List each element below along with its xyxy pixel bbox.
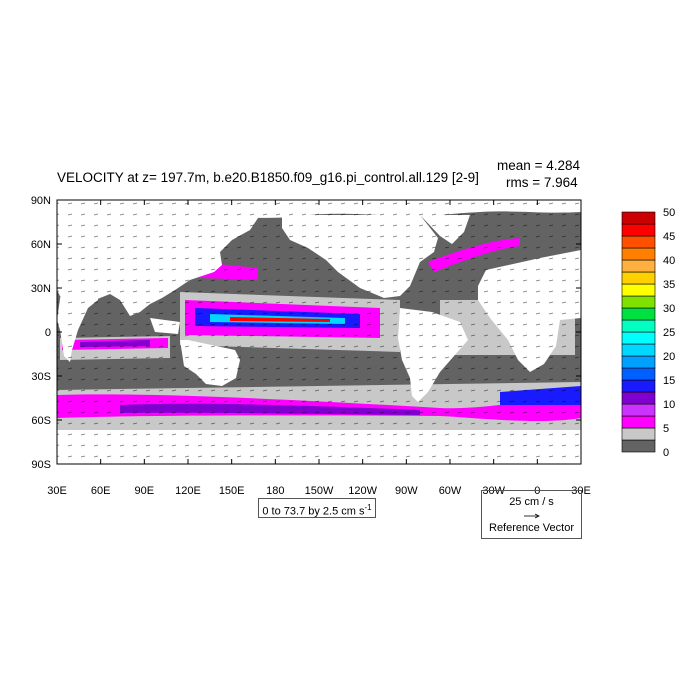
colorbar-label: 40 <box>663 255 675 267</box>
colorbar-label: 45 <box>663 231 675 243</box>
contour-interval-box: 0 to 73.7 by 2.5 cm s-1 <box>258 498 376 518</box>
colorbar-swatch <box>621 403 656 417</box>
colorbar-swatch <box>621 211 656 225</box>
colorbar-label: 30 <box>663 303 675 315</box>
colorbar-swatch <box>621 307 656 321</box>
map-field <box>57 200 581 464</box>
x-tick-label: 60W <box>439 485 462 497</box>
colorbar-label: 35 <box>663 279 675 291</box>
colorbar-swatch <box>621 247 656 261</box>
x-tick-label: 30E <box>47 485 67 497</box>
vector-field <box>57 200 581 464</box>
colorbar: 0 5 10 15 20 25 30 35 40 45 50 <box>621 207 675 459</box>
rms-stat: rms = 7.964 <box>506 175 578 190</box>
reference-vector-speed: 25 cm / s <box>509 496 554 508</box>
x-tick-label: 90W <box>395 485 418 497</box>
x-tick-label: 120E <box>175 485 201 497</box>
colorbar-swatch <box>621 343 656 357</box>
x-tick-label: 90E <box>135 485 155 497</box>
y-tick-label: 90N <box>31 195 51 207</box>
colorbar-swatch <box>621 367 656 381</box>
x-tick-label: 0 <box>534 485 540 497</box>
contour-interval-exponent: -1 <box>364 503 372 512</box>
colorbar-swatch <box>621 415 656 429</box>
colorbar-label: 5 <box>663 423 669 435</box>
colorbar-swatch <box>621 319 656 333</box>
colorbar-swatch <box>621 379 656 393</box>
colorbar-swatch <box>621 235 656 249</box>
x-tick-label: 120W <box>348 485 377 497</box>
x-tick-label: 30W <box>482 485 505 497</box>
x-tick-label: 150W <box>305 485 334 497</box>
colorbar-label: 0 <box>663 447 669 459</box>
axis-ticks: 30E 60E 90E 120E 150E 180 150W 120W 90W 60W 30W 0 30… <box>31 195 591 497</box>
mean-stat: mean = 4.284 <box>497 158 580 173</box>
reference-vector-arrow-icon <box>524 513 540 519</box>
y-tick-label: 30S <box>31 371 51 383</box>
y-tick-label: 30N <box>31 283 51 295</box>
colorbar-swatch <box>621 427 656 441</box>
y-tick-label: 60S <box>31 415 51 427</box>
colorbar-label: 50 <box>663 207 675 219</box>
colorbar-swatch <box>621 355 656 369</box>
colorbar-swatch <box>621 283 656 297</box>
contour-interval-label: 0 to 73.7 by 2.5 cm s <box>262 505 365 518</box>
reference-vector-label: Reference Vector <box>489 522 574 534</box>
colorbar-swatch <box>621 223 656 237</box>
colorbar-label: 10 <box>663 399 675 411</box>
colorbar-swatch <box>621 259 656 273</box>
colorbar-swatch <box>621 391 656 405</box>
colorbar-swatch <box>621 271 656 285</box>
y-tick-label: 60N <box>31 239 51 251</box>
colorbar-label: 15 <box>663 375 675 387</box>
colorbar-swatch <box>621 439 656 453</box>
y-tick-label: 0 <box>45 327 51 339</box>
x-tick-label: 150E <box>219 485 245 497</box>
chart-title: VELOCITY at z= 197.7m, b.e20.B1850.f09_g… <box>57 170 479 185</box>
reference-vector-box: 25 cm / s Reference Vector <box>481 490 582 539</box>
colorbar-label: 20 <box>663 351 675 363</box>
colorbar-label: 25 <box>663 327 675 339</box>
colorbar-swatch <box>621 331 656 345</box>
colorbar-swatch <box>621 295 656 309</box>
x-tick-label: 180 <box>266 485 284 497</box>
x-tick-label: 60E <box>91 485 111 497</box>
y-tick-label: 90S <box>31 459 51 471</box>
